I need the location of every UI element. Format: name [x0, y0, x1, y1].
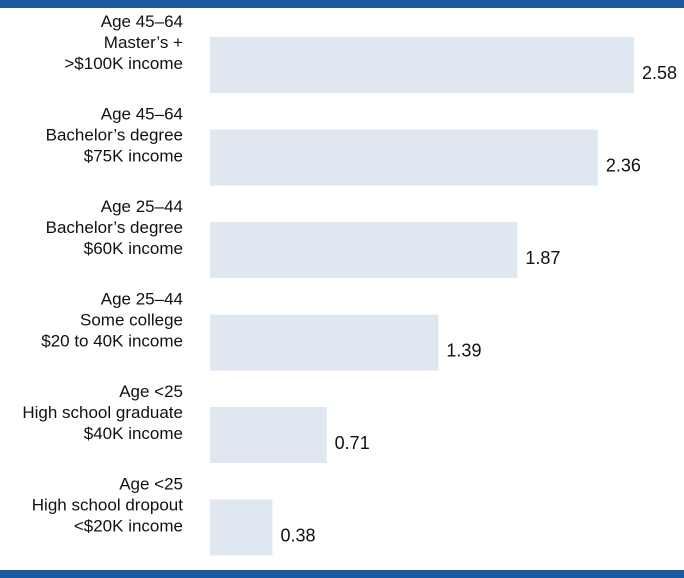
category-label-2-line-1: Age 45–64 — [101, 105, 183, 124]
value-label-2: 2.36 — [606, 156, 641, 176]
category-label-1-line-2: Master’s + — [104, 33, 183, 52]
category-label-1-line-3: >$100K income — [64, 54, 183, 73]
bar-6 — [210, 499, 273, 556]
category-label-4-line-1: Age 25–44 — [101, 290, 183, 309]
value-label-4: 1.39 — [446, 341, 481, 361]
bar-3 — [210, 222, 518, 278]
value-label-5: 0.71 — [335, 433, 370, 453]
category-label-3-line-2: Bachelor’s degree — [46, 218, 183, 237]
category-label-4-line-3: $20 to 40K income — [41, 332, 183, 351]
category-label-5-line-3: $40K income — [84, 424, 183, 443]
category-label-5-line-2: High school graduate — [22, 403, 183, 422]
bar-5 — [210, 407, 327, 463]
category-label-2-line-3: $75K income — [84, 147, 183, 166]
category-label-6-line-1: Age <25 — [119, 475, 183, 494]
value-label-6: 0.38 — [280, 526, 315, 546]
category-label-6-line-3: <$20K income — [74, 517, 183, 536]
value-label-1: 2.58 — [642, 63, 677, 83]
top-rule — [0, 0, 684, 8]
bar-1 — [210, 37, 634, 93]
category-label-5-line-1: Age <25 — [119, 382, 183, 401]
bottom-rule — [0, 570, 684, 578]
category-label-3-line-3: $60K income — [84, 239, 183, 258]
bar-2 — [210, 129, 598, 186]
category-label-2-line-2: Bachelor’s degree — [46, 126, 183, 145]
value-label-3: 1.87 — [525, 248, 560, 268]
category-label-4-line-2: Some college — [80, 311, 183, 330]
category-label-3-line-1: Age 25–44 — [101, 197, 183, 216]
bar-4 — [210, 314, 439, 371]
category-label-1-line-1: Age 45–64 — [101, 12, 183, 31]
category-label-6-line-2: High school dropout — [32, 496, 183, 515]
